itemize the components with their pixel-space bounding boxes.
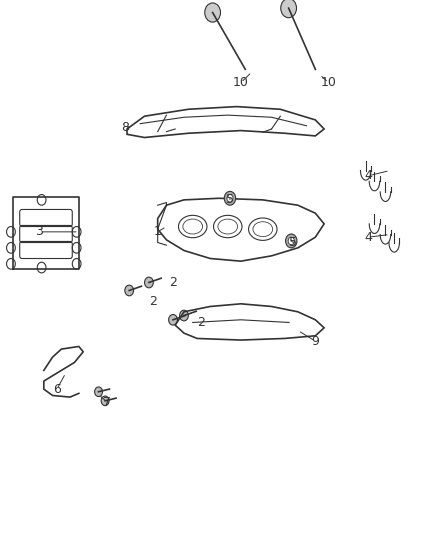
Circle shape: [205, 3, 220, 22]
Text: 3: 3: [35, 225, 43, 238]
Text: 5: 5: [226, 193, 234, 206]
Text: 4: 4: [364, 169, 372, 182]
Circle shape: [286, 234, 297, 248]
Text: 10: 10: [233, 76, 249, 89]
Text: 1: 1: [154, 225, 162, 238]
Circle shape: [145, 277, 153, 288]
Circle shape: [169, 314, 177, 325]
Circle shape: [180, 310, 188, 321]
Text: 10: 10: [321, 76, 336, 89]
Text: 2: 2: [198, 316, 205, 329]
Circle shape: [101, 396, 109, 406]
Text: 2: 2: [169, 276, 177, 289]
Circle shape: [288, 237, 294, 245]
Text: 4: 4: [364, 231, 372, 244]
Text: 2: 2: [149, 295, 157, 308]
Circle shape: [125, 285, 134, 296]
Text: 5: 5: [290, 236, 297, 249]
Text: 9: 9: [311, 335, 319, 348]
Circle shape: [95, 387, 102, 397]
Text: 8: 8: [121, 122, 129, 134]
Circle shape: [281, 0, 297, 18]
Text: 7: 7: [103, 396, 111, 409]
Text: 6: 6: [53, 383, 61, 395]
Circle shape: [227, 195, 233, 202]
Circle shape: [224, 191, 236, 205]
